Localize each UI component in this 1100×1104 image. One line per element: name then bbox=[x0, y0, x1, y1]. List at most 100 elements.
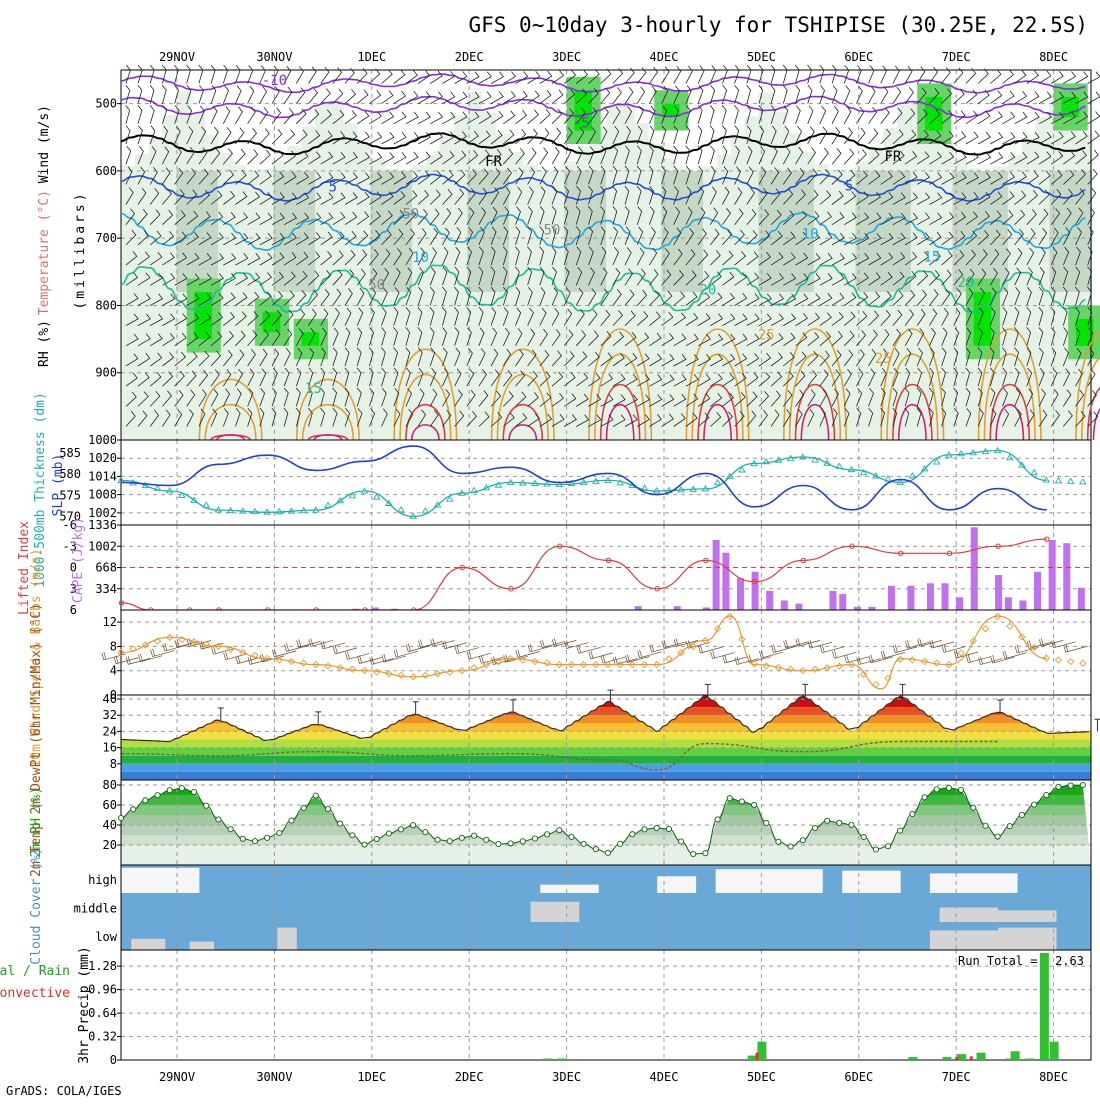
wind-barb bbox=[320, 231, 333, 246]
thickness-marker bbox=[604, 476, 612, 483]
wind-barb bbox=[722, 373, 735, 387]
wind-barb bbox=[588, 246, 594, 266]
wind-barb bbox=[1062, 188, 1074, 205]
wind-barb bbox=[868, 149, 880, 165]
wind-barb bbox=[332, 151, 346, 165]
wind-barb bbox=[381, 307, 387, 326]
wind-barb bbox=[868, 388, 874, 407]
rh-marker bbox=[592, 846, 599, 853]
date-label-bottom: 29NOV bbox=[159, 1070, 195, 1084]
rh-marker bbox=[227, 826, 234, 833]
wind-barb bbox=[381, 131, 395, 145]
wind-barb bbox=[758, 272, 772, 286]
rh-shading bbox=[176, 170, 192, 292]
date-label-bottom: 3DEC bbox=[552, 1070, 581, 1084]
wind-barb bbox=[588, 165, 594, 185]
wind-barb bbox=[344, 230, 357, 246]
wind-barb bbox=[162, 313, 176, 326]
wind-barb bbox=[162, 125, 168, 145]
wind-barb bbox=[990, 229, 1001, 246]
precip-panel: 00.320.640.961.28 bbox=[88, 949, 1092, 1067]
wind-barb bbox=[369, 327, 375, 346]
cape-bar bbox=[702, 607, 710, 610]
wind-barb bbox=[928, 407, 934, 427]
wind-speed-marker bbox=[823, 664, 831, 672]
wind-barb bbox=[856, 170, 868, 185]
wind-barb-10m bbox=[564, 640, 589, 649]
wind-barb bbox=[198, 293, 212, 306]
wind-barb bbox=[588, 69, 600, 84]
wind-barb bbox=[929, 172, 943, 185]
wind-barb bbox=[649, 226, 656, 246]
thickness-marker bbox=[945, 451, 953, 458]
wind-barb-10m bbox=[807, 640, 833, 649]
wind-barb bbox=[308, 192, 322, 205]
wind-barb bbox=[356, 191, 370, 205]
wind-barb bbox=[454, 131, 467, 145]
wind-barb bbox=[320, 66, 330, 84]
wind-barb bbox=[137, 187, 147, 205]
wind-barb bbox=[271, 128, 283, 145]
wind-barb bbox=[770, 188, 781, 205]
wind-barb bbox=[186, 293, 200, 306]
thickness-marker bbox=[774, 456, 783, 463]
wind-barb bbox=[783, 273, 797, 286]
wind-barb bbox=[807, 85, 813, 104]
wind-barb bbox=[137, 84, 143, 104]
thickness-marker bbox=[689, 485, 698, 492]
wind-barb bbox=[235, 388, 242, 407]
wind-barb bbox=[1075, 188, 1085, 205]
wind-barb bbox=[210, 211, 224, 226]
wind-barb bbox=[734, 313, 748, 326]
rh-shading bbox=[619, 100, 635, 440]
wind-barb bbox=[429, 347, 436, 367]
y-tick-label: 40 bbox=[103, 692, 117, 706]
wind-barb bbox=[247, 65, 254, 84]
wind-barb bbox=[843, 311, 856, 326]
wind-speed-marker bbox=[957, 649, 965, 657]
wind-barb bbox=[332, 308, 340, 326]
wind-barb bbox=[320, 407, 326, 427]
wind-barb bbox=[344, 347, 350, 367]
wind-barb bbox=[697, 125, 703, 145]
wind-barb bbox=[868, 407, 874, 427]
rh2m-axis-label: 2m RH (%) bbox=[29, 787, 44, 857]
contour-label: 15 bbox=[305, 381, 322, 397]
wind-barb bbox=[1026, 111, 1040, 125]
wind-barb bbox=[917, 192, 931, 205]
date-label-bottom: 30NOV bbox=[256, 1070, 292, 1084]
lifted-index-marker bbox=[118, 600, 125, 606]
wind-barb bbox=[795, 389, 805, 407]
wind-barb bbox=[965, 89, 978, 104]
wind-barb bbox=[551, 70, 565, 84]
wind-barb bbox=[551, 108, 563, 125]
wind-barb bbox=[149, 64, 155, 84]
wind-barb bbox=[758, 313, 772, 326]
millibars-axis-label: (millibars) bbox=[73, 190, 88, 309]
wind-barb bbox=[149, 230, 162, 246]
wind-barb bbox=[1075, 111, 1089, 125]
wind-barb bbox=[442, 208, 452, 225]
wind-barb bbox=[758, 209, 770, 225]
wind-barb bbox=[636, 268, 646, 286]
wind-barb bbox=[198, 253, 212, 266]
contour-label: FR bbox=[485, 154, 502, 170]
wind-barb bbox=[1038, 227, 1048, 246]
wind-barb bbox=[588, 309, 598, 326]
wind-barb bbox=[478, 348, 486, 367]
wind-barb bbox=[880, 192, 894, 205]
wind-barb bbox=[953, 192, 967, 205]
thickness-marker bbox=[579, 478, 588, 485]
wind-barb bbox=[344, 211, 358, 226]
wind-barb bbox=[1026, 306, 1032, 326]
wind-barb bbox=[588, 226, 594, 246]
wind-barb bbox=[612, 352, 625, 367]
wind-barb bbox=[223, 253, 237, 266]
wind-barb bbox=[405, 287, 412, 306]
thickness-marker bbox=[884, 475, 892, 482]
wind-barb bbox=[685, 65, 693, 84]
wind-barb bbox=[442, 347, 448, 367]
rh-marker bbox=[836, 819, 843, 826]
wind-barb bbox=[271, 290, 283, 306]
